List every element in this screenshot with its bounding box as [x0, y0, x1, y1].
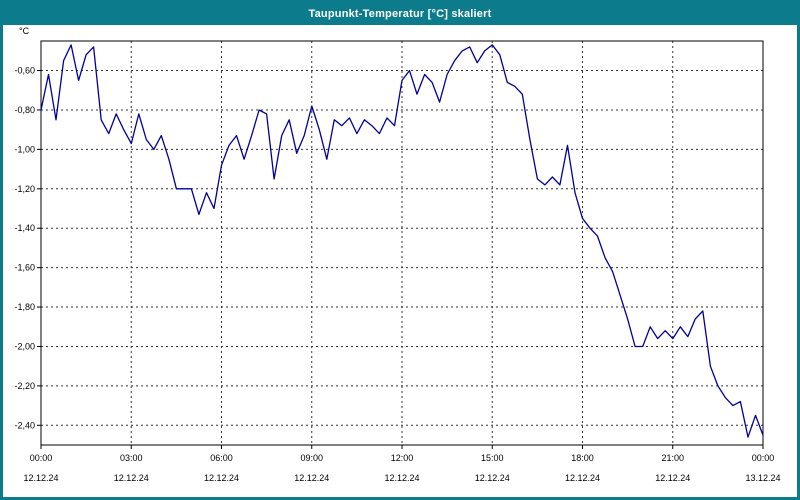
title-bar: Taupunkt-Temperatur [°C] skaliert [3, 3, 797, 25]
dewpoint-series-line [40, 44, 764, 438]
y-tick-label: -1,40 [14, 223, 35, 233]
x-tick-time-label: 21:00 [661, 453, 684, 463]
chart-area: °C -0,60 -0,80 -1,00 -1,20 -1,40 -1,60 -1,80 -2… [3, 25, 797, 497]
x-tick-date-label: 12.12.24 [565, 473, 600, 483]
x-tick-time-label: 03:00 [120, 453, 143, 463]
y-tick-label: -0,80 [14, 105, 35, 115]
x-tick-time-label: 00:00 [752, 453, 775, 463]
x-tick-date-label: 12.12.24 [475, 473, 510, 483]
y-axis-unit-label: °C [19, 26, 30, 36]
x-tick-date-label: 12.12.24 [294, 473, 329, 483]
dewpoint-line-chart: -0,60 -0,80 -1,00 -1,20 -1,40 -1,60 -1,80 -2,00… [14, 40, 781, 483]
x-tick-time-label: 12:00 [391, 453, 414, 463]
x-tick-date-label: 12.12.24 [384, 473, 419, 483]
x-tick-date-label: 12.12.24 [655, 473, 690, 483]
y-tick-label: -1,00 [14, 144, 35, 154]
x-tick-time-label: 06:00 [210, 453, 233, 463]
x-tick-date-label: 12.12.24 [23, 473, 58, 483]
x-tick-date-label: 13.12.24 [745, 473, 780, 483]
x-tick-time-label: 00:00 [30, 453, 53, 463]
y-tick-label: -1,80 [14, 302, 35, 312]
x-tick-date-label: 12.12.24 [204, 473, 239, 483]
chart-title: Taupunkt-Temperatur [°C] skaliert [308, 8, 492, 20]
y-tick-label: -1,20 [14, 184, 35, 194]
x-tick-time-label: 15:00 [481, 453, 504, 463]
y-tick-label: -0,60 [14, 66, 35, 76]
y-tick-label: -1,60 [14, 263, 35, 273]
x-tick-time-label: 18:00 [571, 453, 594, 463]
y-tick-label: -2,40 [14, 420, 35, 430]
x-tick-date-label: 12.12.24 [114, 473, 149, 483]
y-tick-label: -2,20 [14, 381, 35, 391]
x-tick-time-label: 09:00 [300, 453, 323, 463]
y-tick-label: -2,00 [14, 341, 35, 351]
